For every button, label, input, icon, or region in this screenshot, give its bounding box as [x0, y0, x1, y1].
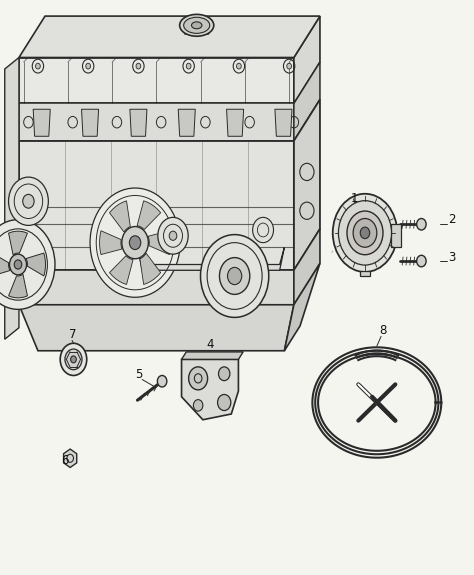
Circle shape	[218, 394, 231, 411]
Polygon shape	[294, 62, 320, 141]
Circle shape	[129, 236, 141, 250]
Polygon shape	[5, 58, 19, 339]
Circle shape	[360, 227, 370, 239]
Circle shape	[86, 63, 91, 69]
Circle shape	[353, 218, 377, 247]
Polygon shape	[360, 271, 370, 276]
Text: 5: 5	[135, 368, 143, 381]
Polygon shape	[178, 109, 195, 136]
Circle shape	[60, 343, 87, 375]
Polygon shape	[26, 253, 46, 276]
Circle shape	[157, 375, 167, 387]
Circle shape	[338, 201, 392, 265]
Polygon shape	[19, 305, 294, 351]
Text: 3: 3	[448, 251, 456, 264]
Polygon shape	[19, 270, 294, 305]
Text: 4: 4	[206, 338, 214, 351]
Polygon shape	[19, 58, 294, 104]
Polygon shape	[0, 253, 10, 276]
Polygon shape	[275, 109, 292, 136]
Polygon shape	[182, 359, 238, 420]
Circle shape	[287, 63, 292, 69]
Polygon shape	[109, 201, 130, 232]
Circle shape	[36, 63, 40, 69]
Circle shape	[122, 227, 148, 259]
Text: 2: 2	[448, 213, 456, 226]
Ellipse shape	[183, 17, 210, 33]
Polygon shape	[294, 229, 320, 305]
Text: 1: 1	[351, 193, 358, 205]
Circle shape	[201, 235, 269, 317]
Circle shape	[169, 231, 177, 240]
Circle shape	[189, 367, 208, 390]
Circle shape	[158, 217, 188, 254]
Polygon shape	[33, 109, 50, 136]
Circle shape	[9, 177, 48, 225]
Circle shape	[417, 218, 426, 230]
Polygon shape	[284, 263, 320, 351]
Circle shape	[0, 220, 55, 309]
Circle shape	[237, 63, 241, 69]
Polygon shape	[9, 274, 27, 298]
Polygon shape	[148, 231, 171, 255]
Polygon shape	[391, 224, 401, 247]
Circle shape	[90, 188, 180, 297]
Polygon shape	[137, 201, 161, 229]
Circle shape	[219, 367, 230, 381]
Circle shape	[253, 217, 273, 243]
Text: 8: 8	[379, 324, 387, 336]
Circle shape	[228, 267, 242, 285]
Circle shape	[333, 194, 397, 272]
Polygon shape	[294, 99, 320, 270]
Circle shape	[9, 254, 27, 275]
Ellipse shape	[191, 22, 202, 29]
Text: 7: 7	[69, 328, 76, 340]
Polygon shape	[137, 247, 284, 270]
Polygon shape	[19, 16, 320, 58]
Polygon shape	[19, 141, 294, 270]
Polygon shape	[64, 449, 77, 467]
Polygon shape	[109, 256, 133, 285]
Polygon shape	[2, 236, 21, 276]
Ellipse shape	[180, 14, 214, 36]
Polygon shape	[19, 104, 294, 141]
Polygon shape	[227, 109, 244, 136]
Text: 6: 6	[62, 454, 69, 467]
Circle shape	[186, 63, 191, 69]
Polygon shape	[140, 254, 161, 285]
Circle shape	[347, 211, 383, 255]
Circle shape	[14, 260, 22, 269]
Circle shape	[23, 194, 34, 208]
Circle shape	[219, 258, 250, 294]
Polygon shape	[82, 109, 99, 136]
Polygon shape	[130, 109, 147, 136]
Circle shape	[65, 349, 82, 370]
Polygon shape	[294, 16, 320, 104]
Polygon shape	[183, 24, 210, 34]
Circle shape	[136, 63, 141, 69]
Polygon shape	[9, 231, 27, 255]
Polygon shape	[100, 231, 122, 255]
Circle shape	[417, 255, 426, 267]
Circle shape	[71, 356, 76, 363]
Circle shape	[193, 400, 203, 411]
Polygon shape	[182, 352, 243, 359]
